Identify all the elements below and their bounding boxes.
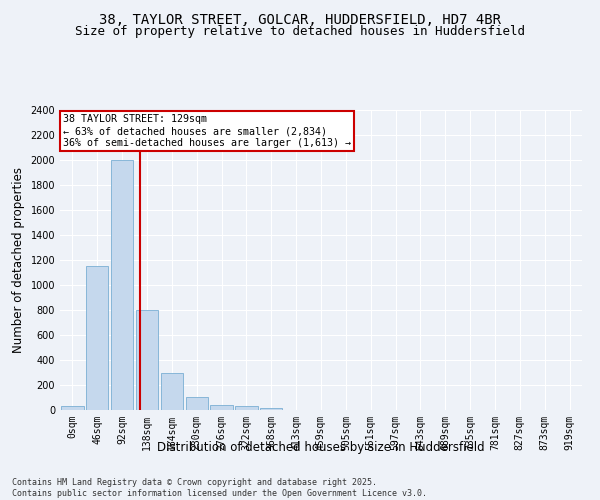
Text: Contains HM Land Registry data © Crown copyright and database right 2025.
Contai: Contains HM Land Registry data © Crown c…	[12, 478, 427, 498]
Text: 38 TAYLOR STREET: 129sqm
← 63% of detached houses are smaller (2,834)
36% of sem: 38 TAYLOR STREET: 129sqm ← 63% of detach…	[62, 114, 350, 148]
Bar	[235, 406, 257, 410]
Y-axis label: Number of detached properties: Number of detached properties	[12, 167, 25, 353]
Text: Distribution of detached houses by size in Huddersfield: Distribution of detached houses by size …	[157, 441, 485, 454]
Bar	[136, 310, 158, 410]
Bar	[211, 405, 233, 410]
Text: Size of property relative to detached houses in Huddersfield: Size of property relative to detached ho…	[75, 25, 525, 38]
Bar	[185, 397, 208, 410]
Text: 38, TAYLOR STREET, GOLCAR, HUDDERSFIELD, HD7 4BR: 38, TAYLOR STREET, GOLCAR, HUDDERSFIELD,…	[99, 12, 501, 26]
Bar	[86, 266, 109, 410]
Bar	[260, 408, 283, 410]
Bar	[161, 372, 183, 410]
Bar	[61, 406, 83, 410]
Bar	[111, 160, 133, 410]
